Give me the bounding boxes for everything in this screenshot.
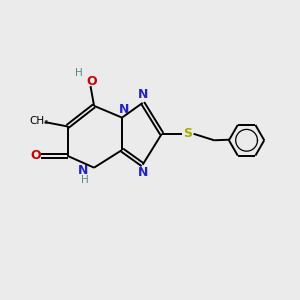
Text: N: N [78,164,88,176]
Text: O: O [30,149,41,162]
Text: H: H [81,175,88,185]
Text: N: N [138,88,149,101]
Text: CH₃: CH₃ [29,116,48,126]
Text: O: O [86,75,97,88]
Text: S: S [183,127,192,140]
Text: H: H [75,68,82,78]
Text: N: N [138,167,149,179]
Text: N: N [119,103,130,116]
